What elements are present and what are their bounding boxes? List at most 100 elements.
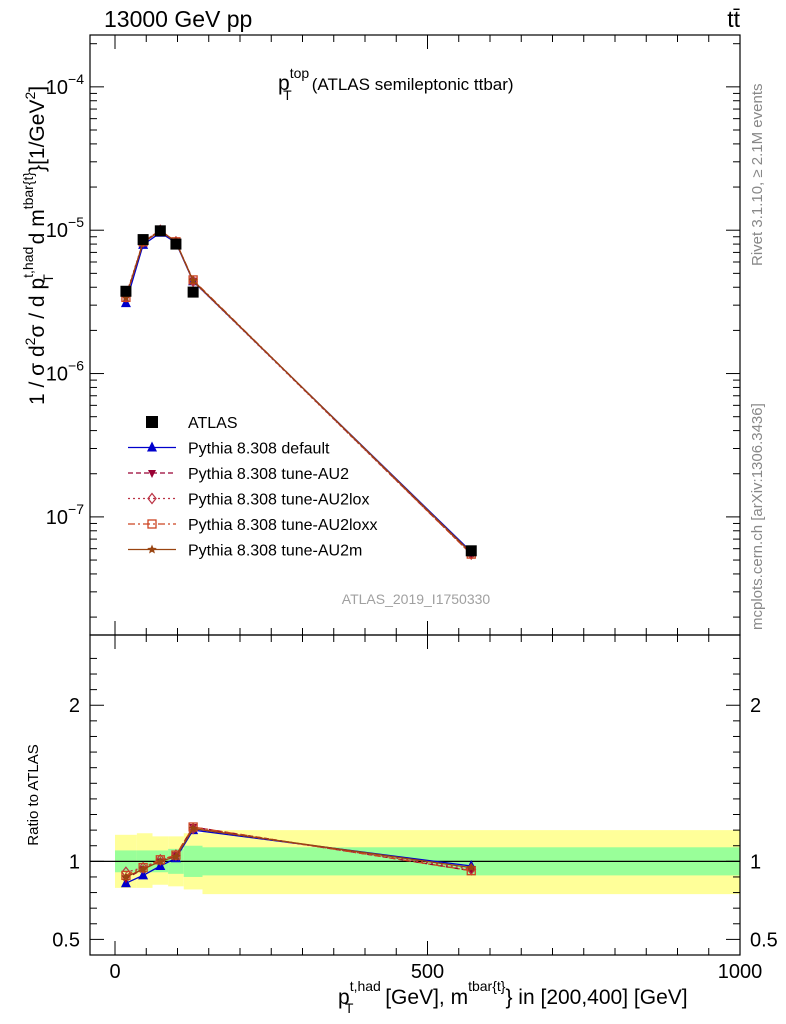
main-series [120, 224, 477, 561]
legend-entry: Pythia 8.308 default [128, 441, 330, 458]
legend-marker [148, 470, 156, 478]
legend-label: ATLAS [188, 415, 238, 432]
ratio-xtick-labels: 0 500 1000 [109, 961, 762, 983]
main-ytick-label-base: 10 [46, 220, 68, 242]
data-point [120, 285, 132, 297]
plot-title-rest: (ATLAS semileptonic ttbar) [312, 75, 514, 94]
series-pythia-8-308-tune-au2 [121, 227, 476, 560]
main-ylabel-e: ] [26, 86, 49, 92]
plot-title: ptop T (ATLAS semileptonic ttbar) [278, 65, 514, 103]
main-ylabel-a-sup: 2 [22, 337, 38, 345]
legend-entry: Pythia 8.308 tune-AU2 [128, 466, 349, 483]
main-ytick-label-base: 10 [46, 77, 68, 99]
legend-label: Pythia 8.308 tune-AU2m [188, 543, 362, 560]
main-ylabel-b: σ / d p [26, 278, 49, 338]
ratio-ytick-label-right: 1 [750, 851, 761, 873]
ratio-series [120, 822, 477, 888]
legend-entry: Pythia 8.308 tune-AU2m [128, 543, 362, 560]
main-ylabel-a: 1 / σ d [26, 345, 49, 405]
legend-marker [147, 492, 157, 505]
header-left: 13000 GeV pp [104, 6, 252, 32]
ratio-panel: 0.5 0.5 1 1 2 2 0 500 1000 Ratio to ATLAS pt,ha… [25, 634, 778, 1016]
data-point [187, 286, 199, 298]
ratio-point [188, 823, 198, 833]
ratio-point [155, 856, 166, 866]
ratio-xtick-label: 500 [411, 961, 444, 983]
ratio-point [121, 872, 131, 881]
data-point [170, 238, 182, 250]
ratio-point [138, 864, 148, 874]
ratio-ytick-label-left: 2 [69, 695, 80, 717]
analysis-watermark: ATLAS_2019_I1750330 [342, 591, 491, 607]
ratio-ytick-labels: 0.5 0.5 1 1 2 2 [52, 695, 778, 951]
data-point [188, 275, 198, 285]
legend-label: Pythia 8.308 tune-AU2lox [188, 492, 369, 509]
plot-title-sup: top [290, 65, 310, 81]
ratio-axis-ticks [90, 635, 741, 955]
legend-marker [146, 416, 158, 428]
series-line [125, 230, 472, 554]
ratio-point [138, 861, 148, 874]
ratio-ytick-label-left: 1 [69, 851, 80, 873]
main-ytick-label: 10−5 [46, 214, 84, 242]
series-atlas [120, 225, 477, 557]
ratio-point [155, 853, 166, 866]
main-ylabel-d: }[1/GeV [26, 100, 49, 172]
legend-marker [147, 544, 157, 554]
ratio-ylabel: Ratio to ATLAS [25, 744, 42, 845]
ratio-series-pythia-8-308-tune-au2m [121, 823, 476, 881]
ratio-ytick-label-right: 0.5 [750, 929, 778, 951]
legend: ATLAS Pythia 8.308 default Pythia 8.308 tu… [128, 415, 377, 560]
main-ytick-label-exp: −5 [68, 214, 84, 230]
ratio-xlabel-a-sup: t,had [350, 978, 381, 994]
plot-title-sub: T [283, 87, 292, 103]
main-ylabel: 1 / σ d2σ / d pt,hadT d mtbar{t}}[1/GeV2… [20, 86, 56, 405]
data-point [121, 292, 131, 302]
main-ytick-label-exp: −6 [68, 358, 84, 374]
ratio-xlabel-b-sup: tbar{t} [468, 978, 506, 994]
main-ylabel-c: d m [26, 209, 49, 250]
legend-label: Pythia 8.308 default [188, 441, 330, 458]
main-ytick-label-base: 10 [46, 364, 68, 386]
main-panel: 10−710−610−510−4 ptop T(ATLAS semileptoni… [20, 34, 741, 636]
ratio-frame [89, 634, 741, 956]
data-point [465, 545, 477, 557]
ratio-xlabel-a-sub: T [345, 1000, 354, 1016]
main-ylabel-c-sup: tbar{t} [20, 172, 36, 210]
ratio-point [138, 869, 149, 880]
legend-entry: ATLAS [146, 415, 238, 432]
main-ytick-label: 10−7 [46, 501, 84, 529]
series-pythia-8-308-tune-au2lox [121, 224, 477, 561]
legend-entry: Pythia 8.308 tune-AU2lox [128, 492, 369, 509]
legend-marker [147, 441, 157, 452]
main-ylabel-b-sup: t,had [20, 247, 36, 278]
data-point [154, 225, 166, 237]
ratio-point [466, 862, 476, 872]
main-ytick-label-base: 10 [46, 507, 68, 529]
rivet-label: Rivet 3.1.10, ≥ 2.1M events [749, 84, 766, 267]
plot-title-p: p [278, 72, 290, 95]
main-ylabel-b-sub: T [40, 274, 56, 283]
legend-label: Pythia 8.308 tune-AU2loxx [188, 517, 377, 534]
ratio-ytick-label-right: 2 [750, 695, 761, 717]
main-axis-ticks [90, 35, 741, 635]
data-point [137, 234, 149, 246]
legend-marker [147, 519, 157, 529]
ratio-xlabel-b: [GeV], m [379, 986, 468, 1009]
ratio-xtick-label: 0 [109, 961, 120, 983]
ratio-xlabel: pt,had T [GeV], mtbar{t}} in [200,400] [G… [338, 978, 688, 1016]
main-ytick-label-exp: −4 [68, 71, 84, 87]
ratio-line [125, 827, 472, 878]
main-ytick-labels: 10−710−610−510−4 [46, 71, 84, 529]
legend-entry: Pythia 8.308 tune-AU2loxx [128, 517, 377, 534]
ratio-xlabel-c: } in [200,400] [GeV] [505, 986, 687, 1009]
ratio-xtick-label: 1000 [718, 961, 763, 983]
ratio-point [171, 851, 181, 861]
ratio-xlabel-a: p [338, 986, 350, 1009]
legend-label: Pythia 8.308 tune-AU2 [188, 466, 349, 483]
main-ytick-label: 10−4 [46, 71, 84, 99]
main-ylabel-d-sup: 2 [22, 92, 38, 100]
header-right: tt̄ [727, 6, 740, 32]
mcplots-label: mcplots.cern.ch [arXiv:1306.3436] [749, 403, 766, 630]
